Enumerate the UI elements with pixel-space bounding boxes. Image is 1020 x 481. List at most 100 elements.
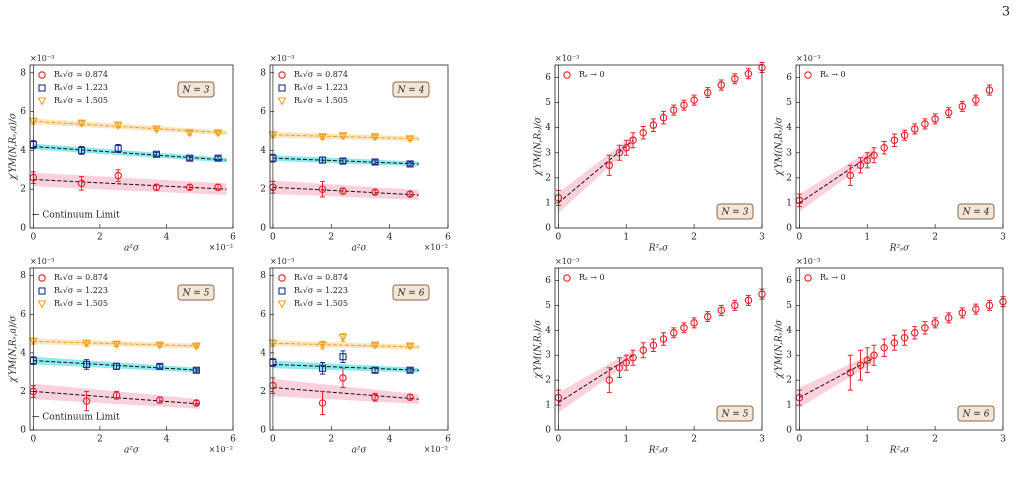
y-tick-label: 3 — [545, 351, 551, 361]
x-tick-label: 6 — [445, 233, 451, 243]
annotation-box — [392, 284, 430, 301]
data-point — [659, 335, 668, 343]
data-point — [339, 374, 347, 382]
legend-label: Rₛ → 0 — [579, 273, 605, 282]
data-point — [318, 399, 327, 407]
legend-label: Rₛ → 0 — [820, 70, 846, 79]
data-point — [406, 160, 414, 168]
data-point — [717, 306, 726, 315]
subplot: 0 2 4 602468a²σχ′YM(N,Rₛ,a)/σ×10⁻²×10⁻³Rₛ√σ… — [8, 54, 237, 254]
legend-marker — [38, 71, 46, 79]
data-point — [114, 144, 122, 152]
x-tick-label: 0 — [556, 233, 562, 243]
data-point — [846, 368, 855, 377]
error-bar — [912, 326, 918, 340]
data-point — [406, 393, 414, 401]
error-bar — [320, 133, 326, 140]
y-tick-label: 4 — [20, 348, 26, 358]
y-multiplier: ×10⁻³ — [555, 257, 579, 266]
data-point — [846, 171, 855, 180]
y-tick-label: 5 — [545, 301, 551, 311]
y-tick-label: 4 — [545, 123, 551, 133]
data-point — [112, 340, 121, 349]
y-tick-label: 0 — [786, 224, 792, 234]
data-point — [629, 136, 637, 144]
error-bar — [407, 367, 413, 373]
data-point — [870, 151, 878, 160]
fit-band — [272, 360, 419, 373]
data-point — [972, 305, 980, 313]
data-point — [639, 346, 647, 354]
fit-line — [33, 120, 227, 134]
axes-frame — [795, 64, 1004, 229]
error-bar — [157, 363, 163, 369]
error-bar — [153, 126, 159, 132]
data-point — [690, 319, 698, 327]
x-tick-label: 2 — [691, 233, 697, 243]
data-point — [944, 108, 953, 117]
fit-line — [33, 178, 227, 190]
data-point — [680, 101, 688, 109]
y-tick-label: 2 — [545, 173, 551, 183]
x-axis-label: R²ₛσ — [889, 446, 910, 456]
data-point — [615, 363, 624, 372]
x-tick-label: 4 — [387, 435, 393, 445]
y-tick-label: 4 — [545, 326, 551, 336]
legend-label: Rₛ√σ ≃ 1.505 — [54, 299, 108, 308]
y-tick-label: 0 — [786, 426, 792, 436]
data-point — [192, 366, 200, 374]
data-point — [112, 391, 121, 400]
y-tick-label: 4 — [786, 326, 792, 336]
data-point — [406, 366, 414, 374]
data-point — [639, 128, 647, 137]
y-tick-label: 6 — [260, 310, 266, 320]
data-point — [921, 120, 929, 128]
subplot: 0 1 2 3 0 1 2 3 4 5 6 R²ₛσ χ′YM(N,Rₛ)/σ ×10⁻³Rₛ → 0 N … — [774, 54, 1007, 254]
data-point — [213, 129, 223, 138]
axes-frame — [29, 64, 234, 229]
data-point — [82, 339, 91, 348]
data-point — [649, 341, 658, 350]
error-bar — [79, 120, 85, 127]
data-point — [152, 125, 161, 134]
x-tick-label: 0 — [797, 233, 803, 243]
x-multiplier: ×10⁻² — [209, 445, 233, 454]
legend-marker — [278, 274, 286, 282]
legend-label: Rₛ√σ ≃ 1.505 — [294, 299, 348, 308]
data-point — [185, 183, 194, 192]
error-bar — [320, 180, 326, 198]
data-point — [731, 75, 739, 83]
x-tick-label: 2 — [691, 435, 697, 445]
legend-label: Rₛ√σ ≃ 0.874 — [294, 273, 348, 282]
error-bar — [372, 134, 378, 140]
subplot: 0 2 4 602468a²σχ′YM(N,Rₛ,a)/σ×10⁻²×10⁻³Rₛ√σ… — [8, 257, 237, 456]
data-point — [77, 119, 87, 128]
data-point — [78, 146, 86, 154]
data-point — [856, 161, 865, 170]
data-point — [958, 102, 967, 111]
data-point — [83, 360, 91, 368]
y-tick-label: 4 — [786, 123, 792, 133]
error-bar — [661, 332, 667, 346]
error-bar — [153, 151, 159, 157]
x-tick-label: 1 — [864, 233, 870, 243]
x-tick-label: 3 — [759, 435, 765, 445]
annotation: N = 3 — [721, 208, 749, 218]
legend-label: Rₛ√σ ≃ 1.505 — [54, 96, 108, 105]
y-tick-label: 1 — [545, 401, 551, 411]
data-point — [371, 366, 379, 374]
error-bar — [864, 347, 870, 374]
data-point — [113, 121, 123, 130]
error-bar — [215, 155, 221, 161]
fit-line — [272, 387, 419, 400]
x-tick-label: 6 — [445, 435, 451, 445]
data-point — [339, 353, 347, 361]
data-point — [944, 314, 953, 322]
page-number: 3 — [1002, 5, 1010, 20]
data-point — [214, 154, 222, 162]
legend-label: Rₛ√σ ≃ 1.223 — [294, 286, 348, 295]
error-bar — [320, 362, 326, 375]
fit-band — [272, 378, 419, 404]
data-point — [890, 339, 899, 347]
